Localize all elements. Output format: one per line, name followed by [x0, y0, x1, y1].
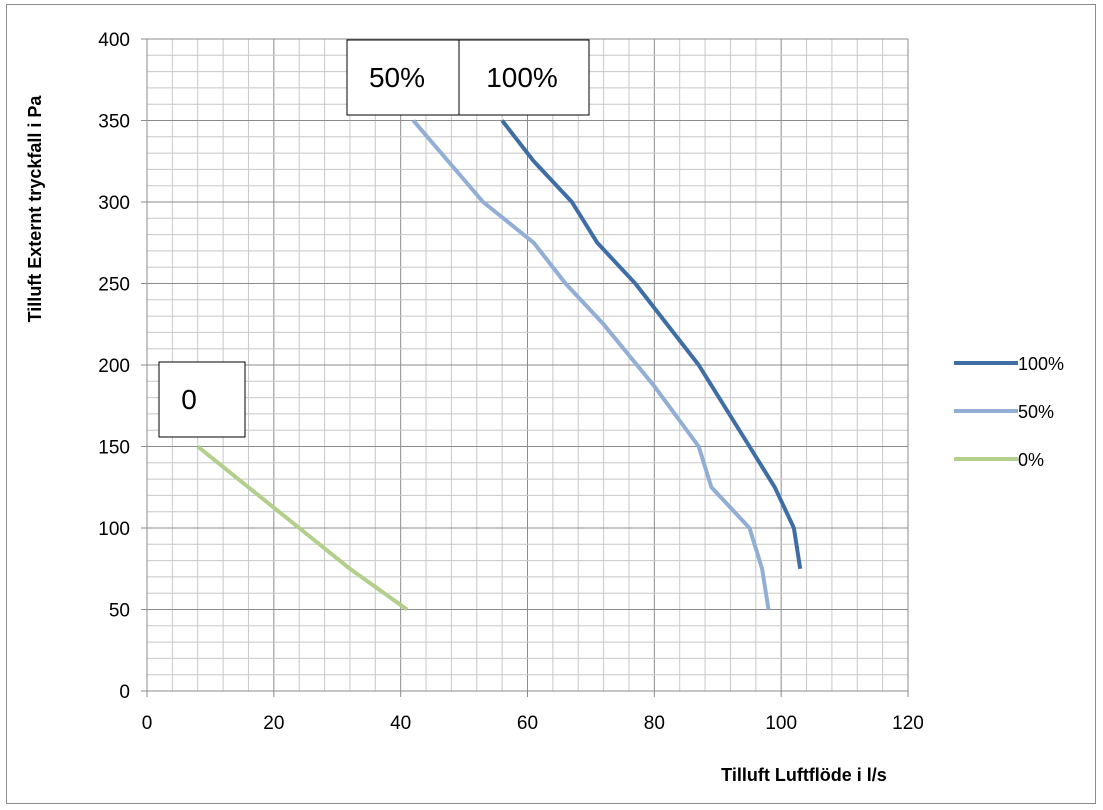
- x-tick-label: 40: [390, 713, 411, 734]
- y-tick-label: 250: [98, 275, 130, 296]
- legend-label: 100%: [1018, 354, 1064, 374]
- y-tick-label: 0: [119, 682, 130, 703]
- legend: 100% 50% 0%: [954, 354, 1064, 470]
- x-tick-label: 80: [644, 713, 665, 734]
- annotation-layer: 50% 100% 0: [158, 39, 590, 438]
- y-tick-label: 100: [98, 519, 130, 540]
- series-layer: [196, 119, 803, 612]
- annotation-box-50: 50%: [346, 39, 460, 116]
- x-tick-label: 100: [765, 713, 797, 734]
- x-tick-label: 20: [263, 713, 284, 734]
- series-line-2: [196, 444, 409, 612]
- annotation-label-50: 50%: [369, 62, 425, 93]
- y-tick-label: 50: [109, 601, 130, 622]
- x-axis-title: Tilluft Luftflöde i l/s: [721, 765, 887, 785]
- y-tick-label: 400: [98, 30, 130, 51]
- chart-svg: 0 20 40 60 80 100 120050100150200250300350400 …: [25, 30, 1064, 785]
- series-line-1: [411, 119, 771, 610]
- y-tick-label: 200: [98, 356, 130, 377]
- y-tick-label: 300: [98, 193, 130, 214]
- x-tick-label: 120: [892, 713, 924, 734]
- annotation-label-0: 0: [181, 384, 197, 415]
- chart-frame: 0 20 40 60 80 100 120 0 50 100 150 200 250 300 350 400 …: [6, 4, 1096, 804]
- annotation-label-100: 100%: [486, 62, 558, 93]
- x-tick-label: 60: [517, 713, 538, 734]
- grid-layer: [146, 38, 909, 692]
- series-line-0: [500, 119, 803, 570]
- y-tick-label: 350: [98, 112, 130, 133]
- legend-label: 50%: [1018, 402, 1054, 422]
- tick-layer: 0 20 40 60 80 100 120 0 50 100 150 200 250 300 350 400: [98, 30, 924, 734]
- legend-label: 0%: [1018, 450, 1044, 470]
- x-tick-label: 0: [142, 713, 153, 734]
- annotation-box-100: 100%: [458, 39, 590, 116]
- y-axis-title: Tilluft Externt tryckfall i Pa: [25, 95, 45, 323]
- y-tick-label: 150: [98, 438, 130, 459]
- annotation-box-0: 0: [158, 361, 246, 438]
